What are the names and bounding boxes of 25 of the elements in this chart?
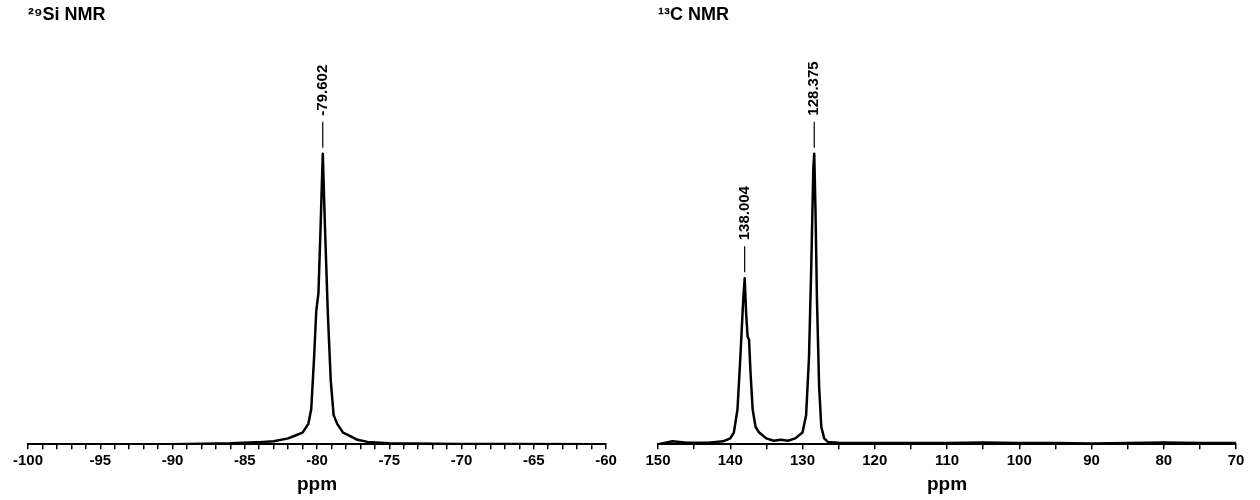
x-tick-label: 70 bbox=[1227, 451, 1245, 469]
x-axis-title: ppm bbox=[296, 472, 338, 494]
x-tick-label: 80 bbox=[1155, 451, 1173, 469]
x-axis-title: ppm bbox=[926, 472, 968, 494]
x-tick-label: -95 bbox=[89, 451, 112, 469]
annotation: 138.004 bbox=[734, 185, 752, 241]
x-tick-label: 130 bbox=[789, 451, 816, 469]
x-tick-label: 140 bbox=[717, 451, 743, 469]
x-tick-label: -100 bbox=[12, 451, 44, 469]
chart-title: ²⁹Si NMR bbox=[28, 3, 106, 24]
x-tick-label: -80 bbox=[306, 451, 328, 469]
x-tick-label: 90 bbox=[1083, 451, 1100, 469]
x-tick-label: 100 bbox=[1006, 451, 1032, 469]
x-tick-label: -65 bbox=[522, 451, 545, 469]
annotation: 128.375 bbox=[804, 61, 822, 116]
x-tick-label: 120 bbox=[862, 451, 888, 469]
x-tick-label: -90 bbox=[161, 451, 184, 469]
x-tick-label: 110 bbox=[934, 451, 960, 469]
x-tick-label: -75 bbox=[378, 451, 401, 469]
x-tick-label: 150 bbox=[645, 451, 671, 469]
chart-title: ¹³C NMR bbox=[658, 3, 729, 24]
annotation: -79.602 bbox=[312, 64, 330, 116]
x-tick-label: -70 bbox=[450, 451, 473, 469]
x-tick-label: -85 bbox=[233, 451, 256, 469]
x-tick-label: -60 bbox=[595, 451, 617, 469]
